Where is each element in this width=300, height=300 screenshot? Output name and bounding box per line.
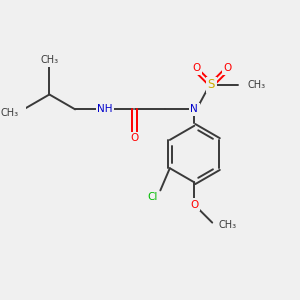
Text: N: N xyxy=(190,104,198,114)
Text: Cl: Cl xyxy=(147,192,158,202)
Text: CH₃: CH₃ xyxy=(218,220,237,230)
Text: NH: NH xyxy=(97,104,113,114)
Text: O: O xyxy=(193,63,201,74)
Text: S: S xyxy=(208,79,215,92)
Text: CH₃: CH₃ xyxy=(40,55,58,65)
Text: CH₃: CH₃ xyxy=(248,80,266,90)
Text: O: O xyxy=(190,200,198,210)
Text: O: O xyxy=(130,133,139,143)
Text: CH₃: CH₃ xyxy=(1,108,19,118)
Text: O: O xyxy=(224,63,232,74)
